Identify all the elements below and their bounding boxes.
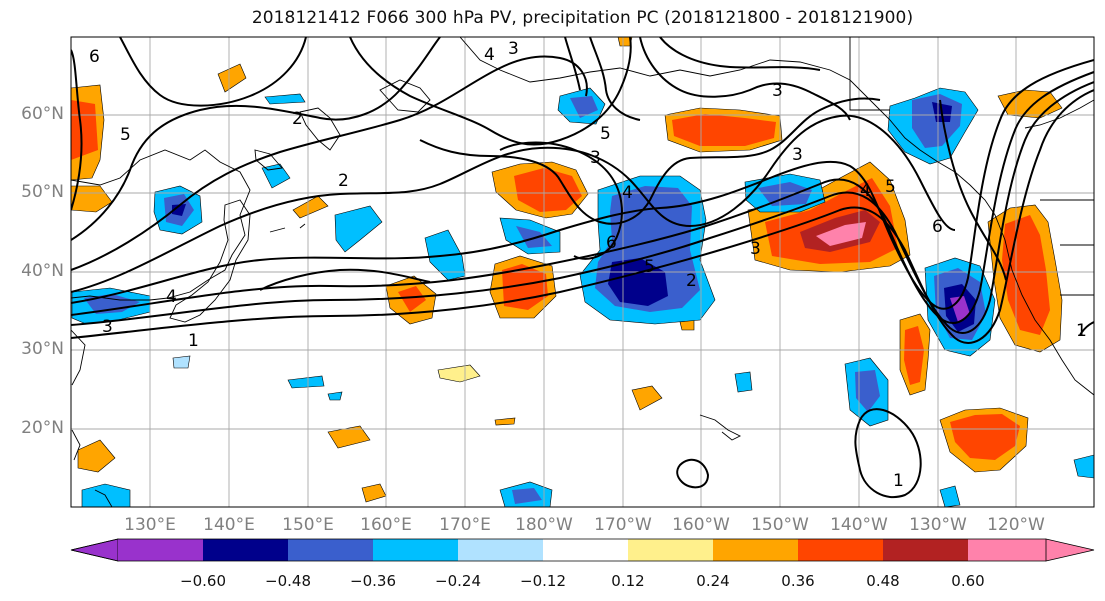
contour-label: 6 — [932, 217, 943, 237]
lon-label-160e: 160°E — [360, 515, 412, 535]
contour-label: 4 — [860, 181, 871, 201]
contour-label: 6 — [89, 47, 100, 67]
contour-label: 4 — [622, 183, 633, 203]
pv-contours — [71, 37, 1094, 498]
lat-label-60n: 60°N — [21, 104, 64, 124]
lon-label-170w: 170°W — [594, 515, 652, 535]
contour-label: 2 — [292, 109, 303, 129]
contour-label: 1 — [1076, 321, 1087, 341]
contour-label: 4 — [166, 287, 177, 307]
contour-label: 2 — [338, 171, 349, 191]
colorbar-tick: 0.60 — [951, 572, 985, 590]
colorbar-tick: 0.24 — [696, 572, 730, 590]
contour-label: 5 — [885, 177, 896, 197]
colorbar-tick: −0.12 — [520, 572, 566, 590]
map-frame — [70, 36, 1095, 508]
colorbar-extend-high — [1045, 538, 1095, 562]
colorbar-tick: 0.12 — [611, 572, 645, 590]
pv-contour-labels: 6 5 2 2 4 3 3 5 3 4 6 5 2 3 3 5 4 6 1 1 … — [89, 39, 1087, 491]
coastlines — [71, 37, 1094, 507]
contour-label: 3 — [750, 239, 761, 259]
colorbar-tick: −0.36 — [350, 572, 396, 590]
lon-label-150w: 150°W — [751, 515, 809, 535]
contour-label: 5 — [120, 125, 131, 145]
contour-label: 5 — [644, 257, 655, 277]
contour-label: 6 — [606, 233, 617, 253]
contour-label: 3 — [590, 148, 601, 168]
negative-precip-shading — [71, 87, 1094, 507]
contour-label: 1 — [893, 471, 904, 491]
contour-label: 1 — [188, 331, 199, 351]
map-plot-area: 6 5 2 2 4 3 3 5 3 4 6 5 2 3 3 5 4 6 1 1 … — [71, 37, 1094, 507]
lon-label-140w: 140°W — [830, 515, 888, 535]
lon-label-130e: 130°E — [124, 515, 176, 535]
colorbar-extend-low — [70, 538, 119, 562]
colorbar — [70, 538, 1095, 562]
contour-label: 3 — [772, 81, 783, 101]
lat-label-40n: 40°N — [21, 261, 64, 281]
lon-label-160w: 160°W — [672, 515, 730, 535]
lon-label-150e: 150°E — [282, 515, 334, 535]
colorbar-tick: −0.24 — [435, 572, 481, 590]
contour-label: 5 — [600, 124, 611, 144]
lat-label-20n: 20°N — [21, 418, 64, 438]
colorbar-tick: −0.60 — [180, 572, 226, 590]
lon-label-120w: 120°W — [987, 515, 1045, 535]
colorbar-tick: 0.36 — [781, 572, 815, 590]
contour-label: 2 — [686, 271, 697, 291]
contour-label: 3 — [508, 39, 519, 59]
lon-label-180w: 180°W — [515, 515, 573, 535]
lon-label-140e: 140°E — [203, 515, 255, 535]
lat-label-50n: 50°N — [21, 182, 64, 202]
colorbar-tick: −0.48 — [265, 572, 311, 590]
lon-label-170e: 170°E — [439, 515, 491, 535]
map-title: 2018121412 F066 300 hPa PV, precipitatio… — [251, 8, 914, 28]
colorbar-tick: 0.48 — [866, 572, 900, 590]
contour-label: 4 — [484, 45, 495, 65]
contour-label: 3 — [792, 145, 803, 165]
lat-label-30n: 30°N — [21, 339, 64, 359]
lon-label-130w: 130°W — [909, 515, 967, 535]
contour-label: 3 — [102, 317, 113, 337]
